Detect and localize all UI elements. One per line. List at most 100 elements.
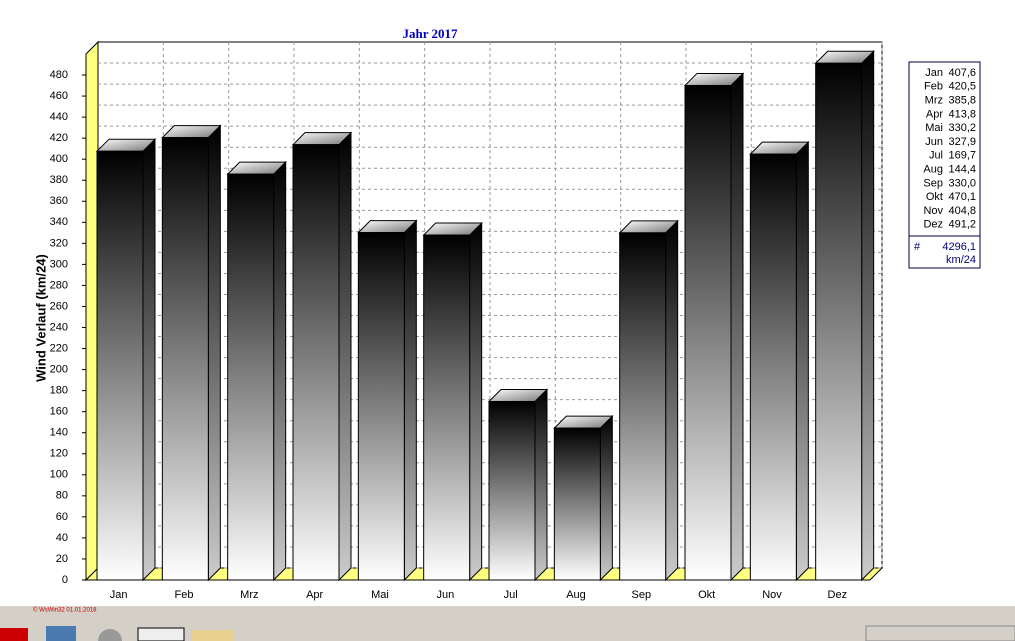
x-tick-label: Jun bbox=[436, 589, 454, 601]
taskbar-icon[interactable] bbox=[46, 626, 76, 641]
x-tick-label: Aug bbox=[566, 589, 586, 601]
legend-value: 413,8 bbox=[948, 108, 976, 120]
legend-name: Jan bbox=[925, 67, 943, 79]
y-tick-label: 240 bbox=[50, 321, 68, 333]
y-tick-label: 0 bbox=[62, 574, 68, 586]
bar bbox=[488, 400, 536, 581]
bar-side bbox=[207, 124, 221, 582]
y-tick-label: 460 bbox=[50, 90, 68, 102]
bar bbox=[161, 137, 209, 581]
x-tick-label: Jul bbox=[504, 589, 518, 601]
legend-unit: km/24 bbox=[946, 254, 976, 266]
taskbar-icon[interactable] bbox=[192, 630, 234, 641]
y-tick-label: 20 bbox=[56, 553, 68, 565]
floor bbox=[84, 567, 884, 581]
legend bbox=[908, 61, 981, 269]
x-tick-label: Jan bbox=[110, 589, 128, 601]
legend-name: Mai bbox=[925, 122, 943, 134]
legend-value: 330,2 bbox=[948, 122, 976, 134]
y-tick-label: 100 bbox=[50, 469, 68, 481]
x-tick-label: Mai bbox=[371, 589, 389, 601]
taskbar-icon[interactable] bbox=[0, 628, 28, 641]
bar bbox=[815, 62, 863, 581]
bar bbox=[292, 144, 340, 581]
y-tick-label: 380 bbox=[50, 174, 68, 186]
y-tick-label: 300 bbox=[50, 258, 68, 270]
x-tick-label: Nov bbox=[762, 589, 782, 601]
legend-name: Aug bbox=[923, 164, 943, 176]
bar-side bbox=[469, 221, 483, 582]
bar bbox=[227, 173, 275, 581]
legend-name: Dez bbox=[923, 219, 943, 231]
legend-value: 420,5 bbox=[948, 81, 976, 93]
chart-title: Jahr 2017 bbox=[402, 26, 458, 41]
y-tick-label: 340 bbox=[50, 216, 68, 228]
bar-side bbox=[730, 72, 744, 582]
taskbar-icon[interactable] bbox=[137, 627, 185, 641]
legend-total-symbol: # bbox=[914, 241, 921, 253]
legend-name: Okt bbox=[926, 191, 943, 203]
legend-total: 4296,1 bbox=[942, 241, 976, 253]
bar-side bbox=[665, 219, 679, 582]
y-tick-label: 220 bbox=[50, 342, 68, 354]
y-tick-label: 160 bbox=[50, 406, 68, 418]
legend-value: 330,0 bbox=[948, 177, 976, 189]
legend-name: Sep bbox=[923, 177, 943, 189]
y-tick-label: 260 bbox=[50, 300, 68, 312]
legend-value: 327,9 bbox=[948, 136, 976, 148]
x-tick-label: Dez bbox=[828, 589, 848, 601]
bar-side bbox=[861, 50, 875, 582]
bar-side bbox=[403, 219, 417, 582]
y-tick-label: 420 bbox=[50, 132, 68, 144]
bar bbox=[749, 153, 797, 581]
x-tick-label: Mrz bbox=[240, 589, 258, 601]
y-tick-label: 440 bbox=[50, 111, 68, 123]
bar bbox=[684, 84, 732, 581]
legend-value: 470,1 bbox=[948, 191, 976, 203]
y-tick-label: 480 bbox=[50, 69, 68, 81]
legend-name: Apr bbox=[926, 108, 943, 120]
bar bbox=[357, 232, 405, 581]
bar bbox=[423, 234, 471, 581]
legend-name: Mrz bbox=[925, 95, 943, 107]
y-tick-label: 280 bbox=[50, 279, 68, 291]
y-tick-label: 180 bbox=[50, 385, 68, 397]
bar-side bbox=[599, 414, 613, 582]
legend-value: 407,6 bbox=[948, 67, 976, 79]
y-tick-label: 360 bbox=[50, 195, 68, 207]
bar-side bbox=[795, 140, 809, 582]
x-tick-label: Okt bbox=[698, 589, 715, 601]
legend-value: 404,8 bbox=[948, 205, 976, 217]
y-axis-label: Wind Verlauf (km/24) bbox=[33, 254, 48, 382]
bar-side bbox=[534, 388, 548, 582]
y-tick-label: 320 bbox=[50, 237, 68, 249]
y-tick-label: 400 bbox=[50, 153, 68, 165]
y-tick-label: 120 bbox=[50, 448, 68, 460]
legend-value: 491,2 bbox=[948, 219, 976, 231]
legend-value: 144,4 bbox=[948, 164, 976, 176]
bar bbox=[619, 232, 667, 581]
y-tick-label: 200 bbox=[50, 364, 68, 376]
legend-name: Nov bbox=[923, 205, 943, 217]
taskbar-field bbox=[865, 625, 1015, 641]
footer: © WsWin32 01.01.2018 bbox=[33, 607, 97, 614]
bar-side bbox=[273, 160, 287, 582]
bar-side bbox=[338, 131, 352, 582]
legend-name: Feb bbox=[924, 81, 943, 93]
legend-value: 385,8 bbox=[948, 95, 976, 107]
bar-side bbox=[142, 137, 156, 582]
bar bbox=[96, 150, 144, 581]
left-wall bbox=[85, 40, 99, 582]
y-tick-label: 40 bbox=[56, 532, 68, 544]
legend-value: 169,7 bbox=[948, 150, 976, 162]
x-tick-label: Sep bbox=[632, 589, 652, 601]
taskbar-icon[interactable] bbox=[98, 629, 122, 641]
x-tick-label: Apr bbox=[306, 589, 323, 601]
y-tick-label: 80 bbox=[56, 490, 68, 502]
legend-name: Jul bbox=[929, 150, 943, 162]
legend-name: Jun bbox=[925, 136, 943, 148]
x-tick-label: Feb bbox=[175, 589, 194, 601]
y-tick-label: 60 bbox=[56, 511, 68, 523]
y-tick-label: 140 bbox=[50, 427, 68, 439]
